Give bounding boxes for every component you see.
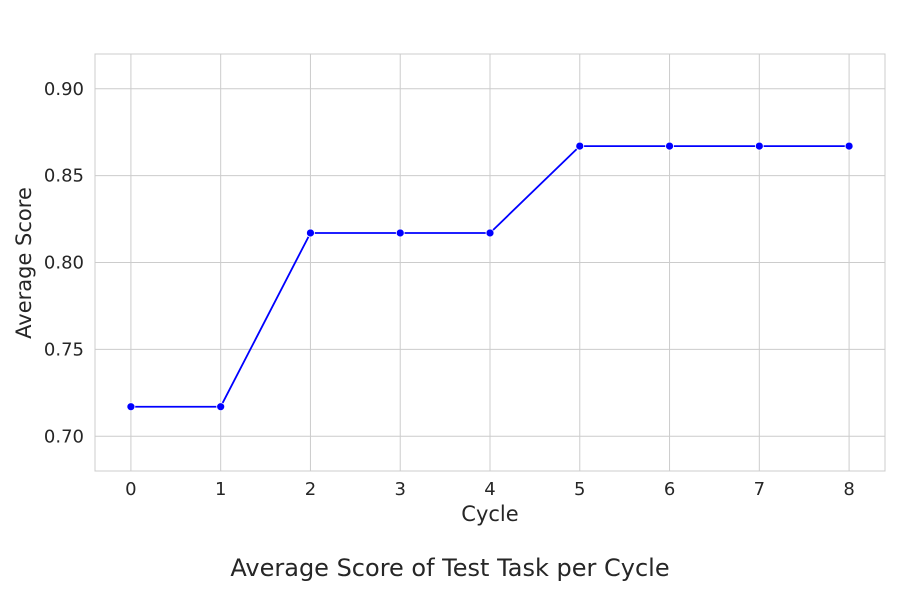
- x-tick-label: 0: [125, 479, 136, 500]
- x-tick-label: 6: [664, 479, 675, 500]
- data-point: [395, 228, 405, 238]
- data-point: [844, 141, 854, 151]
- chart-title: Average Score of Test Task per Cycle: [230, 554, 669, 582]
- x-axis-ticks: 0 1 2 3 4 5 6 7 8: [125, 479, 855, 500]
- grid: [95, 54, 885, 471]
- y-tick-label: 0.85: [44, 166, 84, 187]
- data-point: [306, 228, 315, 238]
- y-axis-ticks: 0.70 0.75 0.80 0.85 0.90: [44, 79, 84, 448]
- x-tick-label: 3: [395, 479, 406, 500]
- y-tick-label: 0.90: [44, 79, 84, 100]
- data-points: [126, 141, 854, 412]
- x-tick-label: 5: [574, 479, 585, 500]
- x-tick-label: 7: [754, 479, 765, 500]
- data-point: [754, 141, 764, 151]
- x-tick-label: 8: [843, 479, 854, 500]
- y-axis-label: Average Score: [12, 187, 36, 339]
- data-point: [575, 141, 585, 151]
- x-tick-label: 2: [305, 479, 316, 500]
- y-tick-label: 0.70: [44, 426, 84, 447]
- data-point: [665, 141, 674, 151]
- y-tick-label: 0.80: [44, 253, 84, 274]
- data-point: [216, 402, 226, 412]
- data-point: [485, 228, 495, 238]
- y-tick-label: 0.75: [44, 339, 84, 360]
- data-point: [126, 402, 136, 412]
- x-tick-label: 4: [484, 479, 495, 500]
- x-tick-label: 1: [215, 479, 226, 500]
- x-axis-label: Cycle: [461, 502, 518, 526]
